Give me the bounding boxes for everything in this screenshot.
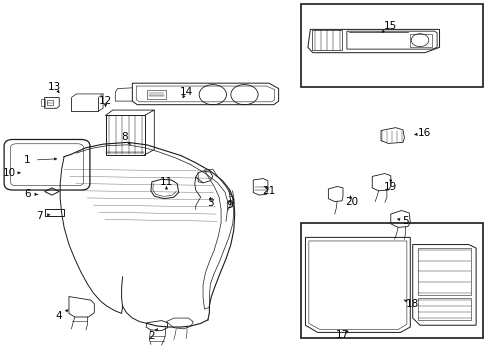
Text: 19: 19 <box>384 182 397 192</box>
Text: 10: 10 <box>3 168 16 178</box>
Text: 15: 15 <box>384 21 397 31</box>
Text: 18: 18 <box>405 299 419 309</box>
Text: 9: 9 <box>226 200 233 210</box>
Text: 20: 20 <box>345 197 358 207</box>
Text: 21: 21 <box>262 186 275 196</box>
Text: 14: 14 <box>179 87 192 97</box>
Text: 8: 8 <box>122 132 128 142</box>
Bar <box>300 223 483 338</box>
Text: 1: 1 <box>24 155 31 165</box>
Text: 4: 4 <box>56 311 62 321</box>
Text: 6: 6 <box>24 189 31 199</box>
Text: 13: 13 <box>48 82 61 92</box>
Text: 7: 7 <box>36 211 43 221</box>
Text: 11: 11 <box>160 177 173 187</box>
Text: 3: 3 <box>206 198 213 208</box>
Text: 12: 12 <box>99 96 112 106</box>
Text: 2: 2 <box>148 331 155 341</box>
Text: 16: 16 <box>417 129 430 138</box>
Bar <box>300 4 483 87</box>
Text: 17: 17 <box>335 330 348 340</box>
Text: 5: 5 <box>401 216 408 226</box>
